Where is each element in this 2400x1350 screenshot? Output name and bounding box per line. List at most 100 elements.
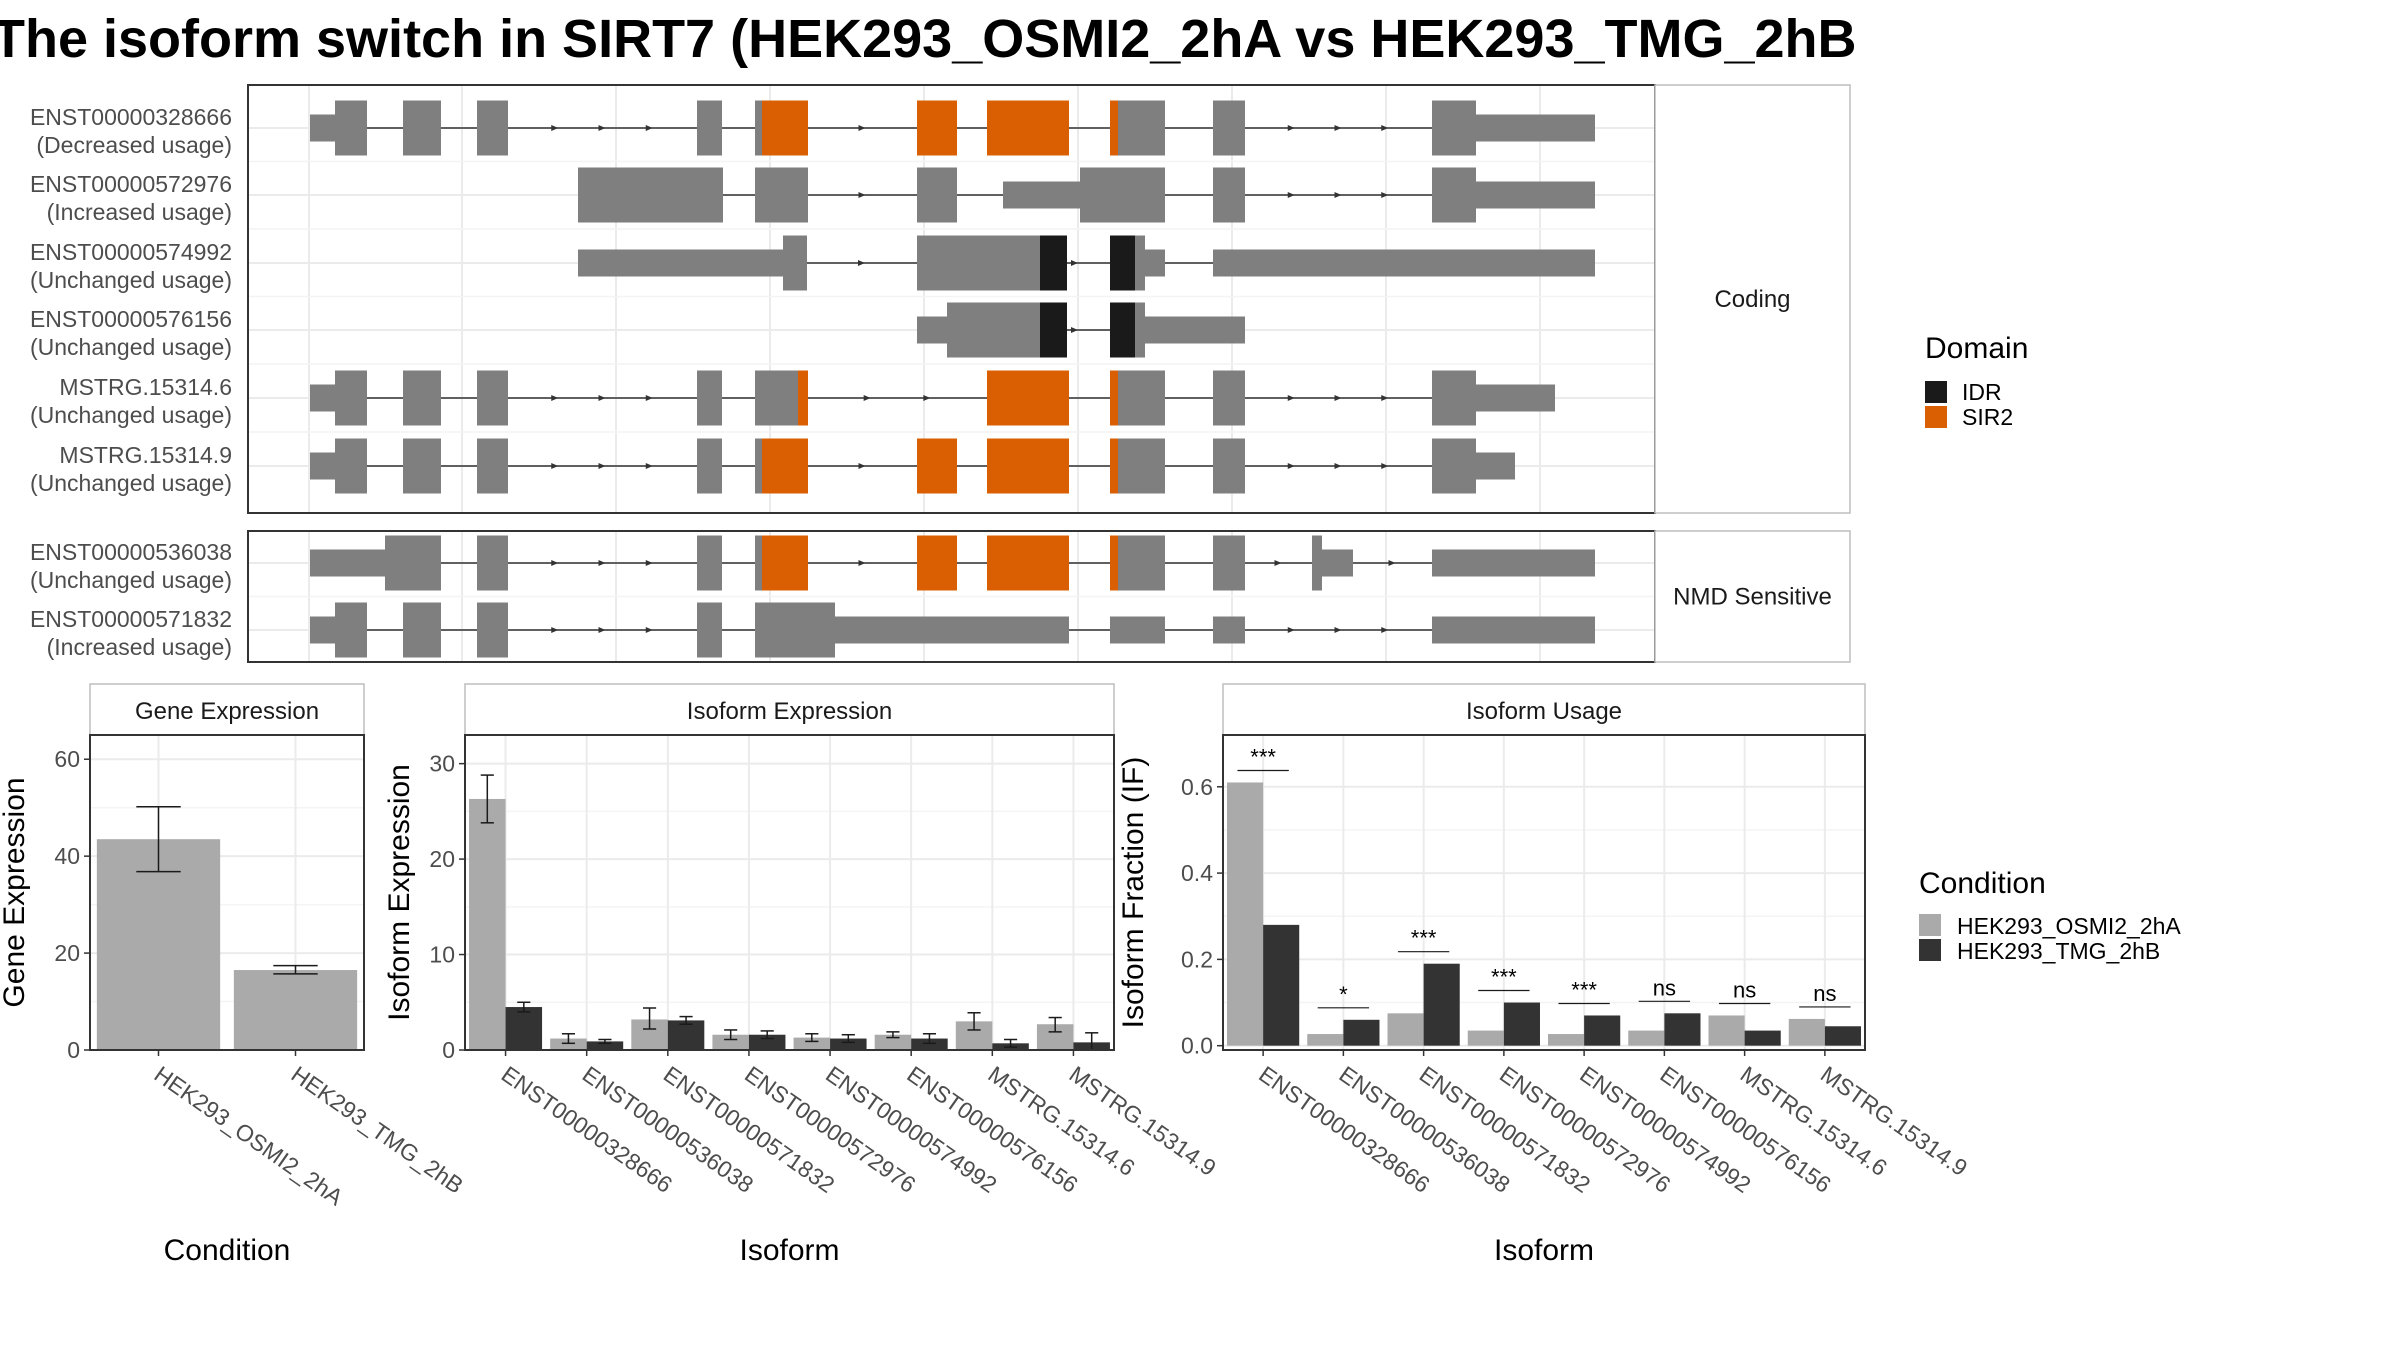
bar [1628, 1030, 1665, 1046]
strand-arrow [1388, 560, 1396, 566]
bar [469, 798, 506, 1050]
coding-exon [477, 535, 508, 591]
panel-border [464, 734, 1115, 1051]
sir2-domain [762, 535, 808, 591]
y-tick-label: 0.0 [1181, 1033, 1213, 1059]
strand-arrow [858, 463, 866, 469]
legend-label-sir2: SIR2 [1962, 404, 2013, 430]
legend-label-condition-b: HEK293_TMG_2hB [1957, 938, 2160, 964]
y-tick-label: 0.6 [1181, 774, 1213, 800]
transcript-usage-label: (Unchanged usage) [30, 267, 232, 293]
sir2-domain [1110, 100, 1118, 156]
x-axis-title: Isoform [739, 1234, 839, 1267]
y-tick-label: 20 [429, 846, 455, 872]
significance-label: *** [1491, 965, 1517, 990]
sir2-domain [1110, 370, 1118, 426]
utr-exon [1213, 616, 1245, 644]
x-axis-title: Isoform [1494, 1234, 1594, 1267]
legend-label-idr: IDR [1962, 379, 2002, 405]
coding-exon [335, 370, 367, 426]
coding-exon [1213, 100, 1245, 156]
transcript-usage-label: (Increased usage) [47, 199, 232, 225]
utr-exon [578, 249, 783, 277]
bar [1423, 963, 1460, 1046]
legend-swatch-sir2 [1925, 406, 1947, 428]
facet-strip-label: NMD Sensitive [1673, 584, 1832, 611]
bar [712, 1034, 749, 1050]
bar [1824, 1026, 1861, 1046]
coding-exon [697, 535, 722, 591]
coding-exon [755, 602, 835, 658]
coding-exon [1213, 370, 1245, 426]
utr-exon [310, 384, 335, 412]
strand-arrow [1334, 395, 1342, 401]
coding-exon [477, 370, 508, 426]
sir2-domain [917, 535, 957, 591]
transcript-usage-label: (Unchanged usage) [30, 334, 232, 360]
coding-exon [1432, 100, 1476, 156]
significance-label: *** [1571, 977, 1597, 1002]
panel-strip [89, 683, 365, 736]
strand-arrow [598, 463, 606, 469]
significance-label: * [1339, 982, 1348, 1007]
utr-exon [1432, 549, 1595, 577]
legend-label-condition-a: HEK293_OSMI2_2hA [1957, 913, 2181, 939]
transcript-usage-label: (Unchanged usage) [30, 567, 232, 593]
idr-domain [1110, 302, 1135, 358]
panel-title: Isoform Usage [1466, 698, 1622, 725]
strand-arrow [598, 395, 606, 401]
strand-arrow [858, 260, 865, 266]
coding-exon [1080, 167, 1165, 223]
strand-arrow [1287, 395, 1295, 401]
strand-arrow [551, 125, 559, 131]
strand-arrow [1381, 395, 1389, 401]
y-tick-label: 40 [54, 843, 80, 869]
transcript-name-label: ENST00000328666 [30, 104, 232, 130]
legend-swatch-condition-a [1919, 914, 1941, 936]
bar [830, 1038, 867, 1050]
strand-arrow [1334, 192, 1342, 198]
y-tick-label: 0.2 [1181, 946, 1213, 972]
coding-exon [947, 302, 1040, 358]
y-tick-label: 0 [442, 1037, 455, 1063]
strand-arrow [1381, 192, 1389, 198]
strand-arrow [863, 395, 871, 401]
strand-arrow [858, 560, 866, 566]
bar [233, 970, 358, 1050]
transcript-name-label: MSTRG.15314.9 [59, 442, 232, 468]
utr-exon [917, 316, 947, 344]
transcript-model [310, 370, 1555, 426]
utr-exon [310, 452, 335, 480]
panel-border [89, 734, 365, 1051]
sir2-domain [762, 438, 808, 494]
coding-exon [783, 235, 807, 291]
utr-exon [835, 616, 1069, 644]
strand-arrow [1274, 560, 1282, 566]
sir2-domain [917, 438, 957, 494]
strand-arrow [1071, 260, 1078, 266]
coding-exon [1110, 100, 1165, 156]
bar [1227, 782, 1264, 1046]
utr-exon [1110, 616, 1165, 644]
coding-exon [1312, 535, 1322, 591]
x-tick-label: MSTRG.15314.9 [1065, 1061, 1221, 1181]
bar [1467, 1030, 1504, 1046]
y-axis-title: Isoform Expression [383, 764, 416, 1021]
transcript-model [917, 302, 1245, 358]
coding-exon [1213, 167, 1245, 223]
transcript-name-label: ENST00000574992 [30, 239, 232, 265]
idr-domain [1040, 302, 1067, 358]
panel-strip [1222, 683, 1866, 736]
strand-arrow [645, 395, 653, 401]
coding-exon [1135, 235, 1145, 291]
transcript-name-label: ENST00000571832 [30, 606, 232, 632]
strand-arrow [923, 395, 931, 401]
coding-exon [335, 438, 367, 494]
y-axis-title: Gene Expression [0, 777, 31, 1007]
isoform-expression-panel: Isoform Expression0102030ENST00000328666… [383, 683, 1221, 1267]
strand-arrow [551, 627, 559, 633]
bar [1503, 1002, 1540, 1046]
utr-exon [1476, 452, 1515, 480]
coding-exon [1135, 302, 1145, 358]
utr-exon [1476, 114, 1595, 142]
